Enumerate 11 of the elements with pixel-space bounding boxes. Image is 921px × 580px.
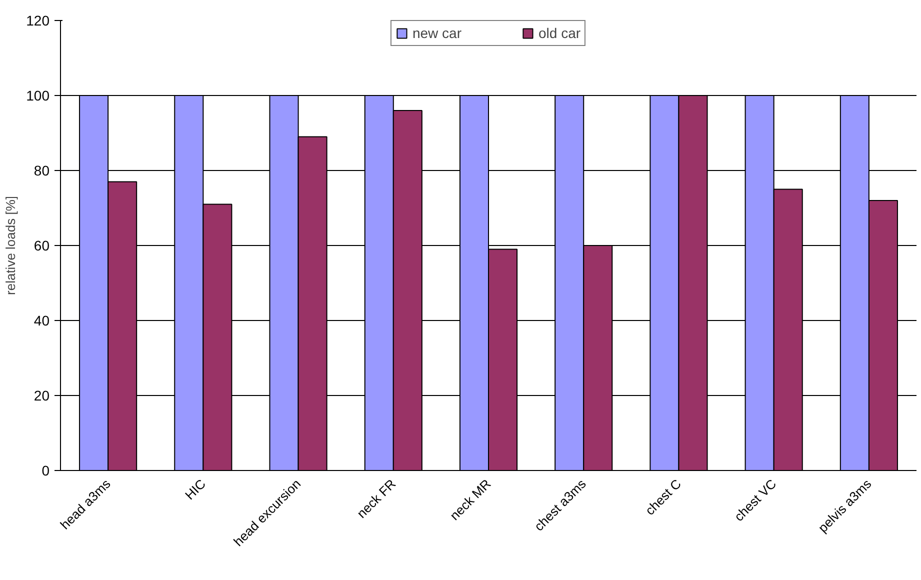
y-tick-label: 80 — [34, 162, 50, 178]
y-tick-label: 60 — [34, 238, 50, 254]
y-tick-label: 0 — [42, 462, 50, 478]
y-tick-label: 100 — [26, 88, 50, 104]
y-axis-title: relative loads [%] — [3, 196, 18, 295]
legend-label: new car — [412, 25, 462, 41]
legend-label: old car — [538, 25, 581, 41]
y-tick-label: 120 — [26, 12, 50, 28]
x-tick-label: HIC — [182, 476, 208, 503]
y-tick-label: 20 — [34, 388, 50, 404]
y-tick-label: 40 — [34, 312, 50, 328]
